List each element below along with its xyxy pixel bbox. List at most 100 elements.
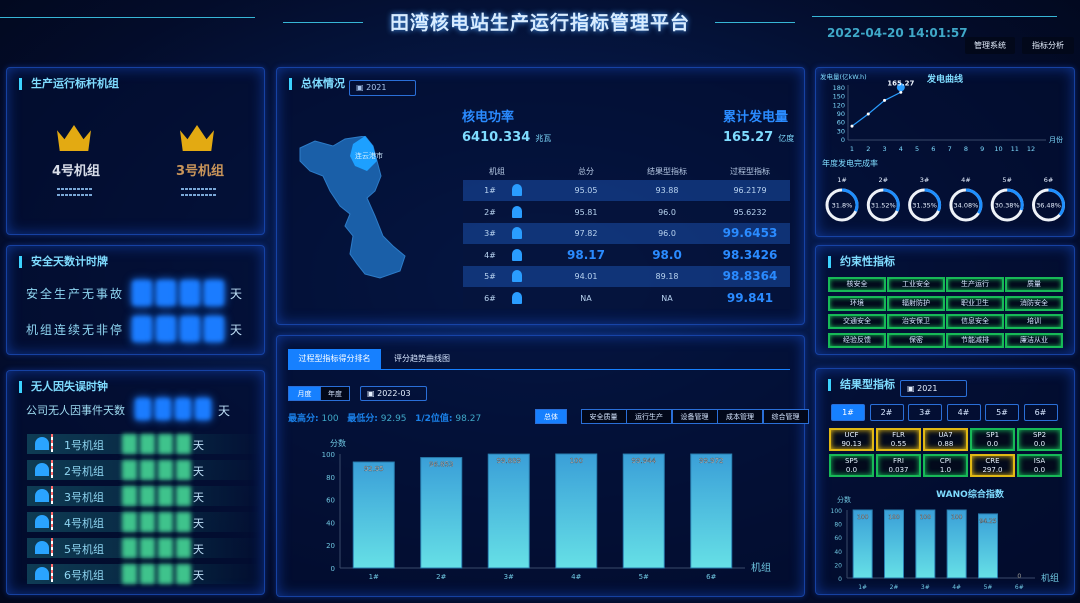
- kpi-card[interactable]: CPI 1.0: [923, 454, 968, 477]
- period-monthly[interactable]: 月度: [288, 386, 321, 401]
- panel-title: 生产运行标杆机组: [19, 78, 119, 90]
- unit-tab[interactable]: 4#: [946, 404, 981, 421]
- unit-row: 5号机组 天: [27, 538, 262, 558]
- constraint-indicator[interactable]: 经验反馈: [828, 332, 886, 348]
- constraint-indicator[interactable]: 核安全: [828, 277, 886, 292]
- table-cell: 95.05: [574, 186, 598, 195]
- digit: [158, 460, 173, 480]
- constraint-indicator[interactable]: 质量: [1005, 277, 1063, 292]
- constraint-indicator[interactable]: 生产运行: [946, 277, 1004, 292]
- constraint-indicator[interactable]: 辐射防护: [887, 295, 945, 311]
- unit-tab[interactable]: 3#: [908, 404, 942, 421]
- category-filter[interactable]: 设备管理: [671, 409, 718, 424]
- marker-pin: [896, 83, 905, 92]
- table-row[interactable]: 4# 98.17 98.0 98.3426: [463, 244, 790, 266]
- period-yearly[interactable]: 年度: [320, 386, 350, 401]
- management-system-button[interactable]: 管理系统: [965, 37, 1015, 54]
- table-cell: 6#: [484, 293, 496, 303]
- unit-tab[interactable]: 5#: [985, 404, 1019, 421]
- constraint-indicator[interactable]: 职业卫生: [946, 295, 1004, 311]
- digit: [140, 486, 155, 506]
- digit: [122, 538, 137, 558]
- power-number: 6410.334: [462, 130, 531, 145]
- jiangsu-map[interactable]: 连云港市: [295, 136, 415, 286]
- table-cell: 96.0: [658, 207, 676, 217]
- kpi-value: 90.13: [841, 440, 862, 448]
- kpi-card[interactable]: ISA 0.0: [1017, 454, 1062, 477]
- tab-score-trend[interactable]: 评分趋势曲线图: [394, 354, 450, 363]
- data-point: [850, 124, 854, 128]
- kpi-name: CRE: [985, 457, 1000, 465]
- constraint-indicator[interactable]: 消防安全: [1005, 295, 1063, 311]
- table-cell: 97.82: [574, 229, 598, 238]
- table-row[interactable]: 6# NA NA 99.841: [463, 287, 790, 309]
- constraint-indicator[interactable]: 节能减排: [946, 332, 1004, 348]
- day-unit: 天: [230, 287, 243, 301]
- category-filter[interactable]: 总体: [535, 409, 567, 424]
- kpi-card[interactable]: CRE 297.0: [970, 454, 1015, 477]
- tab-process-ranking[interactable]: 过程型指标得分排名: [288, 349, 381, 369]
- table-row[interactable]: 2# 95.81 96.0 95.6232: [463, 201, 790, 223]
- reactor-icon: [512, 291, 522, 304]
- y-tick-label: 60: [326, 497, 335, 505]
- bar: [352, 461, 395, 569]
- x-tick-label: 8: [964, 145, 968, 153]
- kpi-card[interactable]: SP1 0.0: [970, 428, 1015, 451]
- constraint-indicator[interactable]: 廉洁从业: [1005, 332, 1063, 348]
- table-cell: NA: [661, 293, 673, 303]
- table-row[interactable]: 1# 95.05 93.88 96.2179: [463, 180, 790, 201]
- constraint-indicator[interactable]: 培训: [1005, 314, 1063, 329]
- category-filter[interactable]: 综合管理: [762, 409, 809, 424]
- kpi-card[interactable]: FRI 0.037: [876, 454, 921, 477]
- x-tick-label: 5: [915, 145, 919, 153]
- table-row[interactable]: 5# 94.01 89.18 98.8364: [463, 266, 790, 287]
- x-tick-label: 5#: [984, 584, 993, 591]
- data-label: 94.25: [979, 518, 996, 525]
- unit-tab[interactable]: 1#: [831, 404, 865, 421]
- table-cell: 95.81: [574, 207, 598, 217]
- header-divider: [0, 17, 255, 18]
- kpi-value: 297.0: [982, 466, 1003, 474]
- kpi-name: UCF: [844, 431, 859, 439]
- result-year-picker[interactable]: ▣ 2021: [900, 380, 967, 397]
- kpi-card[interactable]: UCF 90.13: [829, 428, 874, 451]
- digit: [176, 512, 191, 532]
- month-picker[interactable]: ▣ 2022-03: [360, 386, 427, 401]
- generation-number: 165.27: [723, 130, 774, 145]
- unit-tab[interactable]: 2#: [869, 404, 904, 421]
- kpi-name: ISA: [1033, 457, 1046, 465]
- kpi-card[interactable]: SP2 0.0: [1017, 428, 1062, 451]
- constraint-indicator[interactable]: 保密: [887, 332, 945, 348]
- ring-progress: [990, 188, 1024, 222]
- digit: [180, 316, 200, 342]
- kpi-name: UA7: [938, 431, 953, 439]
- kpi-card[interactable]: FLR 0.55: [876, 428, 921, 451]
- header-divider: [715, 22, 795, 23]
- data-label: 100: [951, 514, 963, 521]
- constraint-indicator[interactable]: 环境: [828, 295, 886, 311]
- max-value: 100: [321, 414, 339, 424]
- plant-icon: [35, 515, 49, 528]
- x-tick-label: 2#: [890, 584, 899, 591]
- x-tick-label: 6: [931, 145, 935, 153]
- indicator-analysis-button[interactable]: 指标分析: [1022, 37, 1074, 54]
- year-picker[interactable]: ▣ 2021: [349, 80, 416, 96]
- constraint-indicator[interactable]: 交通安全: [828, 314, 886, 329]
- category-filter[interactable]: 运行生产: [626, 409, 672, 424]
- constraint-indicator[interactable]: 治安保卫: [887, 314, 945, 329]
- table-row[interactable]: 3# 97.82 96.0 99.6453: [463, 223, 790, 244]
- kpi-name: SP5: [844, 457, 859, 465]
- data-point: [866, 112, 870, 116]
- benchmark-unit-1: 4号机组: [52, 164, 101, 179]
- category-filter[interactable]: 成本管理: [717, 409, 763, 424]
- digit: [132, 316, 152, 342]
- unit-tab[interactable]: 6#: [1023, 404, 1058, 421]
- kpi-card[interactable]: UA7 0.88: [923, 428, 968, 451]
- constraint-indicator[interactable]: 工业安全: [887, 277, 945, 292]
- constraint-indicator[interactable]: 信息安全: [946, 314, 1004, 329]
- kpi-value: 0.88: [937, 440, 954, 448]
- category-filter[interactable]: 安全质量: [580, 409, 627, 424]
- data-label: 100: [888, 514, 900, 521]
- kpi-card[interactable]: SP5 0.0: [829, 454, 874, 477]
- digit: [158, 434, 173, 454]
